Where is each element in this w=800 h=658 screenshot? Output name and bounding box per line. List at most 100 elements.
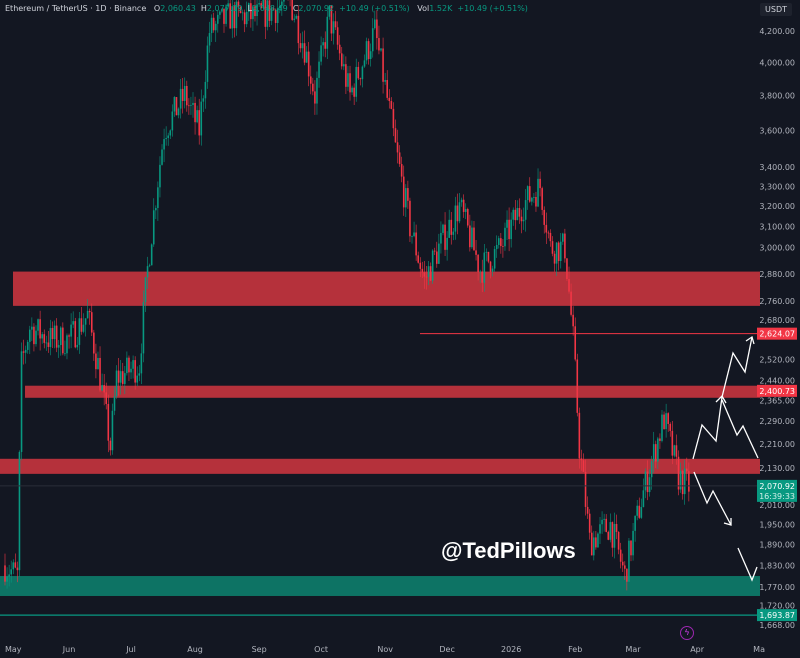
candle-body (522, 219, 525, 222)
candle-body (528, 186, 531, 202)
candle-body (557, 242, 560, 262)
candle-body (559, 241, 562, 262)
candle-body (115, 370, 118, 397)
candle-body (425, 276, 428, 278)
y-tick-label: 2,440.00 (759, 376, 795, 385)
x-tick-label: Apr (690, 645, 705, 654)
candle-body (400, 164, 403, 177)
candle-body (278, 5, 281, 9)
candle-body (355, 66, 358, 97)
candle-body (568, 279, 570, 292)
close-label: C (292, 4, 299, 13)
y-tick-label: 3,300.00 (759, 182, 795, 191)
candle-body (88, 310, 91, 313)
candle-body (683, 468, 686, 495)
candle-body (458, 202, 461, 222)
candle-body (549, 232, 552, 242)
candle-body (256, 4, 258, 17)
candle-body (677, 456, 680, 490)
candle-body (607, 531, 610, 540)
candle-body (597, 533, 599, 548)
candle-body (155, 207, 157, 211)
candle-body (562, 233, 564, 242)
candle-body (293, 18, 296, 20)
y-tick-label: 4,000.00 (759, 59, 795, 68)
candle-body (24, 349, 27, 353)
candle-body (76, 344, 79, 348)
candle-body (343, 64, 345, 67)
zone-resistance-2 (0, 458, 760, 474)
candle-body (95, 353, 97, 370)
candle-body (173, 97, 176, 112)
y-tick-label: 2,760.00 (759, 297, 795, 306)
candle-body (407, 188, 409, 201)
candle-body (578, 412, 581, 459)
candle-body (626, 568, 628, 582)
candle-body (419, 262, 422, 269)
candle-body (136, 375, 139, 383)
candle-body (316, 77, 318, 104)
x-tick-label: Sep (252, 645, 267, 654)
candle-body (586, 506, 589, 514)
candle-body (206, 45, 209, 82)
candle-body (31, 326, 33, 330)
candle-body (165, 138, 167, 140)
zone-resistance-0 (13, 271, 760, 306)
y-tick-label: 3,800.00 (759, 92, 795, 101)
candle-body (33, 326, 35, 345)
candle-body (142, 302, 145, 354)
candle-body (363, 60, 366, 67)
candle-body (93, 332, 95, 354)
y-tick-label: 1,668.00 (759, 621, 795, 630)
candle-body (84, 318, 87, 325)
currency-unit-button[interactable]: USDT (760, 3, 792, 16)
candle-body (483, 252, 486, 283)
candle-body (642, 490, 645, 508)
candle-body (572, 314, 574, 327)
candle-body (506, 219, 508, 228)
candle-body (57, 345, 60, 348)
candle-body (512, 209, 515, 220)
candle-body (417, 255, 419, 263)
candle-body (345, 64, 347, 87)
candle-body (514, 209, 517, 221)
candle-body (584, 471, 587, 507)
price-tag-1693-bg (757, 609, 797, 622)
open-label: O (153, 4, 161, 13)
candle-body (200, 101, 203, 136)
candle-body (119, 371, 122, 383)
symbol-title[interactable]: Ethereum / TetherUS · 1D · Binance (5, 4, 147, 13)
candle-body (210, 17, 213, 34)
candle-body (55, 325, 58, 348)
countdown-label: 16:39:33 (759, 492, 795, 501)
x-tick-label: May (5, 645, 22, 654)
candle-body (254, 6, 256, 17)
candle-body (14, 562, 17, 568)
candle-body (169, 130, 172, 136)
candle-body (582, 460, 585, 472)
candle-body (105, 392, 108, 404)
candle-body (148, 265, 151, 267)
price-tag-2400-bg (757, 384, 797, 397)
candle-body (43, 334, 46, 343)
zone-resistance-1 (25, 385, 760, 398)
candle-body (566, 258, 568, 280)
candle-body (8, 574, 10, 577)
candle-body (611, 522, 614, 548)
candle-body (223, 8, 225, 24)
candle-body (504, 227, 506, 247)
candle-body (502, 246, 504, 247)
candle-body (334, 21, 337, 28)
candle-body (330, 5, 333, 34)
candle-body (37, 319, 39, 331)
candle-body (679, 470, 682, 490)
price-tag-2624: 2,624.07 (759, 330, 795, 339)
candle-body (78, 318, 81, 345)
y-tick-label: 2,880.00 (759, 270, 795, 279)
candle-body (117, 370, 120, 383)
lightning-icon[interactable]: ϟ (680, 626, 694, 640)
candle-body (74, 321, 77, 348)
y-tick-label: 1,720.00 (759, 601, 795, 610)
candle-body (64, 353, 66, 355)
